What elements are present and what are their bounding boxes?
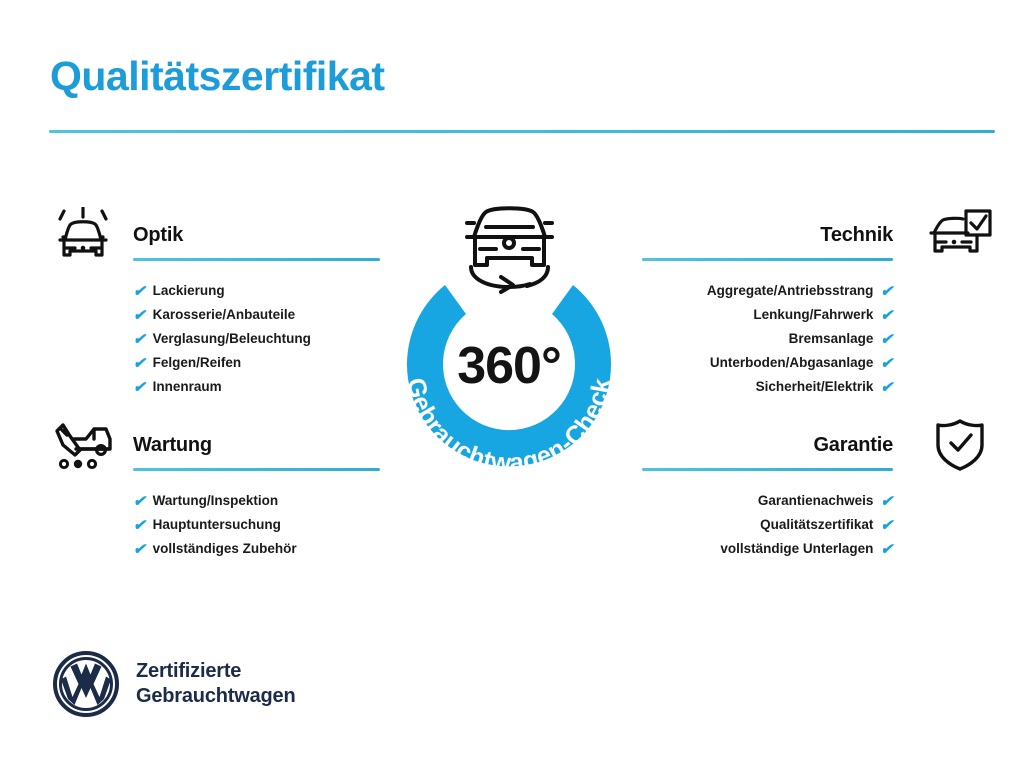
section-divider [642, 258, 893, 261]
section-divider [133, 468, 380, 471]
list-item-label: Lenkung/Fahrwerk [753, 307, 874, 322]
section-header: Optik [50, 205, 380, 261]
list-item-label: Hauptuntersuchung [152, 517, 281, 532]
list-item-label: Verglasung/Beleuchtung [152, 331, 311, 346]
list-item: Bremsanlage ✔ [642, 327, 994, 351]
car-checkbox-icon [926, 207, 994, 263]
check-icon: ✔ [133, 492, 146, 510]
check-icon: ✔ [133, 282, 146, 300]
vw-logo-icon [53, 651, 119, 717]
section-divider [642, 468, 893, 471]
list-item-label: Garantienachweis [757, 493, 874, 508]
car-shine-icon [50, 207, 118, 263]
vw-certified-logo: Zertifizierte Gebrauchtwagen [52, 650, 296, 718]
list-item: ✔ vollständiges Zubehör [50, 537, 380, 561]
list-item-label: Qualitätszertifikat [760, 517, 874, 532]
check-icon: ✔ [880, 306, 893, 324]
list-item: Lenkung/Fahrwerk ✔ [642, 303, 994, 327]
check-icon: ✔ [880, 282, 893, 300]
list-item-label: Felgen/Reifen [152, 355, 242, 370]
list-item: ✔ Verglasung/Beleuchtung [50, 327, 380, 351]
section-title: Optik [133, 224, 184, 246]
list-item: ✔ Lackierung [50, 279, 380, 303]
list-item: ✔ Karosserie/Anbauteile [50, 303, 380, 327]
list-item: Sicherheit/Elektrik ✔ [642, 375, 994, 399]
checklist-technik: Aggregate/Antriebsstrang ✔ Lenkung/Fahrwe… [642, 279, 994, 399]
list-item: ✔ Felgen/Reifen [50, 351, 380, 375]
section-divider [133, 258, 380, 261]
badge-ring: Gebrauchtwagen-Check [401, 285, 616, 477]
section-header: Technik [642, 205, 994, 261]
list-item: Aggregate/Antriebsstrang ✔ [642, 279, 994, 303]
checklist-wartung: ✔ Wartung/Inspektion ✔ Hauptuntersuchung ✔… [50, 489, 380, 561]
list-item: Garantienachweis ✔ [642, 489, 994, 513]
list-item-label: vollständiges Zubehör [152, 541, 297, 556]
section-wartung: Wartung ✔ Wartung/Inspektion ✔ Hauptunters… [50, 415, 380, 561]
section-title: Wartung [133, 434, 212, 456]
list-item-label: Wartung/Inspektion [152, 493, 279, 508]
check-icon: ✔ [133, 378, 146, 396]
check-icon: ✔ [880, 378, 893, 396]
list-item-label: Lackierung [152, 283, 225, 298]
check-icon: ✔ [880, 330, 893, 348]
vw-logo-line2: Gebrauchtwagen [136, 685, 296, 707]
list-item-label: Bremsanlage [788, 331, 874, 346]
list-item-label: Sicherheit/Elektrik [755, 379, 874, 394]
vw-logo-line1: Zertifizierte [136, 660, 242, 682]
check-icon: ✔ [880, 516, 893, 534]
car-rotate-360-icon [465, 206, 554, 294]
list-item-label: Aggregate/Antriebsstrang [706, 283, 874, 298]
list-item: ✔ Hauptuntersuchung [50, 513, 380, 537]
check-icon: ✔ [880, 540, 893, 558]
check-icon: ✔ [133, 330, 146, 348]
list-item: vollständige Unterlagen ✔ [642, 537, 994, 561]
check-icon: ✔ [880, 492, 893, 510]
check-icon: ✔ [880, 354, 893, 372]
list-item-label: Unterboden/Abgasanlage [709, 355, 874, 370]
section-optik: Optik ✔ Lackierung ✔ Karosserie/Anbauteile… [50, 205, 380, 399]
check-icon: ✔ [133, 516, 146, 534]
section-title: Technik [820, 224, 893, 246]
checklist-optik: ✔ Lackierung ✔ Karosserie/Anbauteile ✔ Verg… [50, 279, 380, 399]
list-item: Qualitätszertifikat ✔ [642, 513, 994, 537]
check-icon: ✔ [133, 306, 146, 324]
section-technik: Technik Aggregate/Antriebsstrang ✔ Lenkun… [642, 205, 994, 399]
vw-logo-text: Zertifizierte Gebrauchtwagen [136, 659, 296, 709]
list-item: ✔ Wartung/Inspektion [50, 489, 380, 513]
section-title: Garantie [813, 434, 893, 456]
list-item: Unterboden/Abgasanlage ✔ [642, 351, 994, 375]
list-item-label: Karosserie/Anbauteile [152, 307, 296, 322]
check-icon: ✔ [133, 540, 146, 558]
list-item: ✔ Innenraum [50, 375, 380, 399]
badge-360-gebrauchtwagen-check: Gebrauchtwagen-Check 360° [383, 258, 635, 480]
title-divider [49, 130, 995, 133]
section-header: Wartung [50, 415, 380, 471]
car-wrench-icon [50, 417, 118, 473]
list-item-label: Innenraum [152, 379, 222, 394]
check-icon: ✔ [133, 354, 146, 372]
section-garantie: Garantie Garantienachweis ✔ Qualitätszert… [642, 415, 994, 561]
page-title: Qualitätszertifikat [50, 53, 385, 99]
checklist-garantie: Garantienachweis ✔ Qualitätszertifikat ✔ v… [642, 489, 994, 561]
badge-number: 360° [457, 337, 562, 395]
shield-check-icon [926, 417, 994, 473]
section-header: Garantie [642, 415, 994, 471]
list-item-label: vollständige Unterlagen [720, 541, 874, 556]
